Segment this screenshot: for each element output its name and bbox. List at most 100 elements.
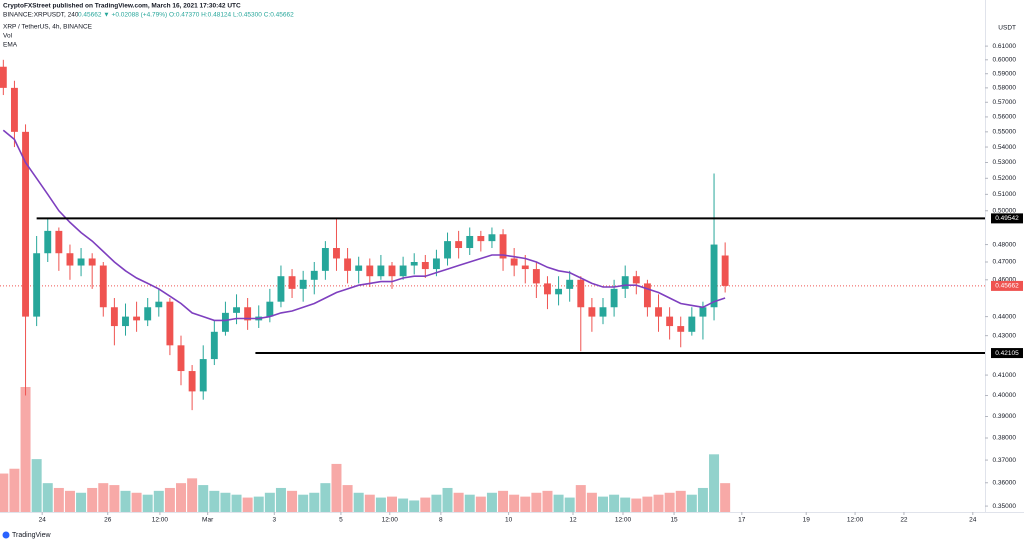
- candle-body: [588, 307, 596, 317]
- volume-bar: [464, 494, 475, 512]
- volume-bar: [586, 492, 597, 512]
- y-tick-label: 0.47000: [993, 259, 1017, 266]
- y-tick-label: 0.54000: [993, 144, 1017, 151]
- level-label: 0.49542: [995, 215, 1019, 222]
- y-tick-label: 0.46000: [993, 277, 1017, 284]
- candle-body: [144, 307, 152, 321]
- candle-body: [88, 258, 96, 266]
- candle-body: [499, 234, 507, 259]
- volume-bar: [642, 496, 653, 512]
- y-tick-label: 0.41000: [993, 372, 1017, 379]
- y-tick-label: 0.44000: [993, 313, 1017, 320]
- volume-bar: [320, 483, 331, 512]
- candle-body: [699, 307, 707, 317]
- y-tick-label: 0.56000: [993, 114, 1017, 121]
- candle-body: [99, 265, 107, 308]
- volume-bar: [520, 496, 531, 512]
- y-tick-label: 0.40000: [993, 392, 1017, 399]
- y-tick-label: 0.39000: [993, 413, 1017, 420]
- candle-body: [643, 283, 651, 308]
- candle-body: [710, 244, 718, 308]
- candle-body: [444, 241, 451, 259]
- candle-body: [466, 235, 474, 249]
- x-tick-label: 15: [670, 517, 678, 524]
- logo-text: TradingView: [12, 532, 51, 539]
- volume-bar: [98, 483, 109, 512]
- volume-bar: [275, 487, 286, 512]
- candle-body: [388, 265, 396, 277]
- volume-bar: [575, 485, 586, 512]
- x-tick-label: 10: [505, 517, 513, 524]
- volume-bar: [697, 487, 708, 512]
- candle-body: [244, 307, 252, 321]
- volume-bar: [109, 485, 120, 512]
- candle-body: [122, 316, 129, 327]
- candle-body: [555, 288, 563, 295]
- candle-body: [299, 279, 307, 289]
- volume-bar: [0, 473, 9, 512]
- candle-body: [677, 326, 685, 332]
- candle-body: [399, 265, 407, 277]
- x-tick-label: 22: [900, 517, 908, 524]
- logo: TradingView: [2, 531, 51, 539]
- x-tick-label: 8: [439, 517, 443, 524]
- candle-body: [44, 230, 52, 254]
- volume-bar: [375, 497, 386, 512]
- candle-body: [266, 301, 274, 317]
- y-tick-label: 0.59000: [993, 70, 1017, 77]
- level-label-box: [991, 348, 1023, 359]
- candle-body: [310, 270, 318, 280]
- candle-body: [233, 307, 240, 313]
- candle-body: [455, 241, 463, 249]
- volume-bar: [553, 494, 564, 512]
- candle-body: [77, 258, 85, 266]
- candle-body: [510, 258, 518, 266]
- candle-body: [599, 307, 607, 317]
- volume-bar: [264, 492, 275, 512]
- volume-bars: [0, 387, 731, 512]
- y-tick-label: 0.52000: [993, 175, 1017, 182]
- volume-bar: [331, 463, 342, 512]
- candle-body: [188, 371, 196, 392]
- y-tick-label: 0.53000: [993, 159, 1017, 166]
- y-tick-label: 0.55000: [993, 129, 1017, 136]
- volume-bar: [9, 468, 20, 512]
- candle-body: [432, 258, 440, 270]
- candle-body: [221, 312, 229, 332]
- ema-line: [2, 129, 726, 322]
- chart-title: XRP / TetherUS, 4h, BINANCE: [3, 24, 93, 31]
- x-tick-label: 12:00: [615, 517, 632, 524]
- candle-body: [577, 279, 585, 308]
- publisher: CryptoFXStreet published on TradingView.…: [3, 3, 241, 10]
- candle-body: [488, 234, 496, 242]
- candle-body: [55, 230, 63, 254]
- candle-body: [199, 359, 207, 392]
- volume-bar: [142, 494, 153, 512]
- volume-bar: [120, 490, 131, 512]
- y-tick-label: 0.58000: [993, 85, 1017, 92]
- currency: USDT: [998, 25, 1016, 32]
- volume-bar: [631, 498, 642, 512]
- volume-bar: [653, 494, 664, 512]
- x-tick-label: 26: [104, 517, 112, 524]
- candle-body: [321, 248, 329, 271]
- candle-body: [421, 261, 429, 270]
- volume-bar: [153, 490, 164, 512]
- volume-bar: [176, 483, 187, 512]
- volume-bar: [187, 478, 198, 512]
- y-tick-label: 0.37000: [993, 457, 1017, 464]
- y-tick-label: 0.38000: [993, 435, 1017, 442]
- volume-bar: [64, 490, 75, 512]
- y-tick-label: 0.51000: [993, 191, 1017, 198]
- y-tick-label: 0.48000: [993, 241, 1017, 248]
- candle-body: [688, 316, 696, 332]
- y-tick-label: 0.61000: [993, 43, 1017, 50]
- x-tick-label: 5: [339, 517, 343, 524]
- volume-bar: [398, 498, 409, 512]
- candle-body: [610, 288, 618, 308]
- volume-bar: [709, 454, 720, 512]
- volume-legend: Vol: [3, 33, 13, 40]
- x-tick-label: 19: [803, 517, 811, 524]
